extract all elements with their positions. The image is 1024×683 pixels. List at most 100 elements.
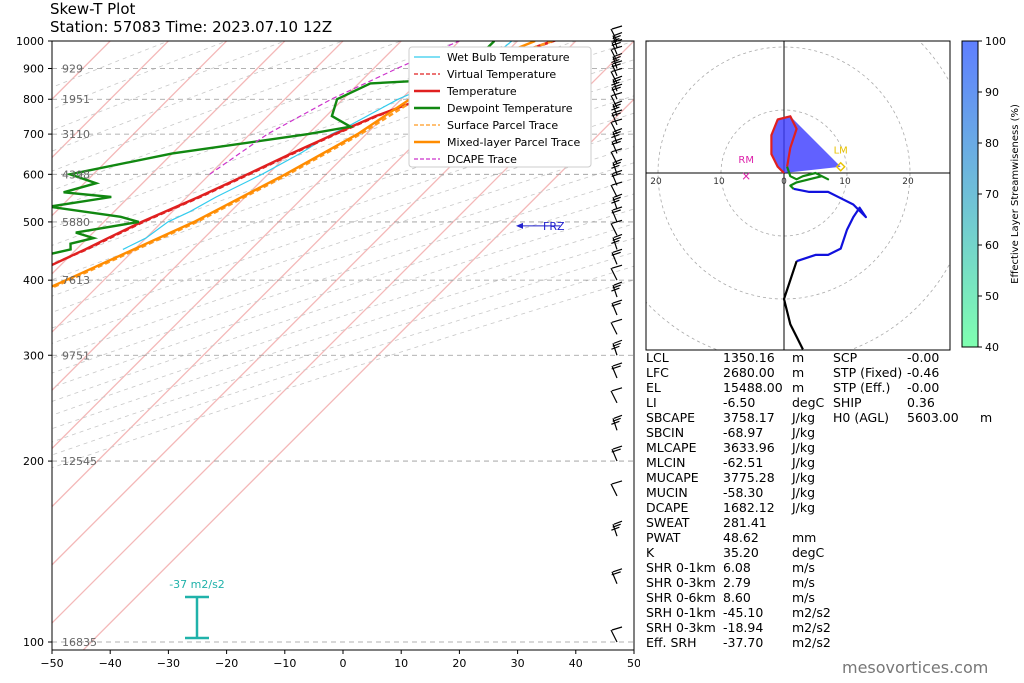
wind-barb xyxy=(610,318,623,335)
param-value: -0.46 xyxy=(907,365,940,380)
legend-label: Temperature xyxy=(446,85,517,98)
param-label: LI xyxy=(646,395,657,410)
param-label: SHR 0-3km xyxy=(646,575,716,590)
colorbar-tick-label: 90 xyxy=(985,86,999,99)
param-unit: m2/s2 xyxy=(792,620,831,635)
y-tick-label: 900 xyxy=(23,63,44,76)
x-tick-label: 0 xyxy=(340,657,347,670)
y-tick-label: 500 xyxy=(23,216,44,229)
colorbar-tick-label: 50 xyxy=(985,290,999,303)
wind-barb xyxy=(611,414,623,431)
wind-barb xyxy=(610,181,623,198)
dry-adiabat xyxy=(52,162,634,359)
series-dewpoint-temperature xyxy=(52,41,496,255)
param-value: 0.36 xyxy=(907,395,935,410)
height-label: 929 xyxy=(62,63,83,76)
wind-barb xyxy=(610,45,623,62)
param-value: 3633.96 xyxy=(723,440,775,455)
param-value: -58.30 xyxy=(723,485,764,500)
wind-barb xyxy=(611,75,623,92)
wind-barb xyxy=(611,193,623,210)
y-tick-label: 400 xyxy=(23,274,44,287)
x-tick-label: −50 xyxy=(40,657,63,670)
wind-barb xyxy=(611,206,623,223)
hodo-trace xyxy=(782,260,804,350)
param-unit: m2/s2 xyxy=(792,635,831,650)
param-value: -68.97 xyxy=(723,425,764,440)
legend-label: Dewpoint Temperature xyxy=(447,102,573,115)
param-value: 281.41 xyxy=(723,515,767,530)
wind-barb xyxy=(611,158,623,175)
hodo-ring-label: 0 xyxy=(781,177,787,187)
isotherm xyxy=(52,41,228,217)
param-value: -62.51 xyxy=(723,455,764,470)
isotherm xyxy=(52,41,170,159)
wind-barb xyxy=(610,387,623,404)
param-label: STP (Fixed) xyxy=(833,365,903,380)
param-unit: m/s xyxy=(792,560,815,575)
y-tick-label: 1000 xyxy=(16,35,44,48)
param-label: EL xyxy=(646,380,661,395)
param-label: SCP xyxy=(833,350,858,365)
param-label: SWEAT xyxy=(646,515,690,530)
param-label: K xyxy=(646,545,655,560)
param-value: 8.60 xyxy=(723,590,751,605)
wind-barb xyxy=(611,281,623,298)
param-label: MLCAPE xyxy=(646,440,697,455)
wind-barb xyxy=(610,91,623,108)
param-unit: J/kg xyxy=(792,500,816,515)
param-label: SHR 0-1km xyxy=(646,560,716,575)
hodograph-frame xyxy=(645,40,951,351)
dry-adiabat xyxy=(52,146,634,344)
colorbar-tick-label: 70 xyxy=(985,188,999,201)
dry-adiabat xyxy=(52,265,634,456)
srh-label: -37 m2/s2 xyxy=(169,578,225,591)
param-unit: J/kg xyxy=(792,440,816,455)
param-label: SHR 0-6km xyxy=(646,590,716,605)
wind-barb xyxy=(610,118,623,135)
param-value: 5603.00 xyxy=(907,410,959,425)
param-label: Eff. SRH xyxy=(646,635,697,650)
hodo-ring-label: 20 xyxy=(650,177,662,187)
x-tick-label: −10 xyxy=(273,657,296,670)
param-value: -37.70 xyxy=(723,635,764,650)
param-label: DCAPE xyxy=(646,500,689,515)
credit-text: mesovortices.com xyxy=(842,658,989,677)
param-label: MUCAPE xyxy=(646,470,699,485)
legend-label: Wet Bulb Temperature xyxy=(447,51,570,64)
param-value: 1350.16 xyxy=(723,350,775,365)
y-tick-label: 800 xyxy=(23,93,44,106)
param-value: 3758.17 xyxy=(723,410,775,425)
skewt-chart: 1683512545975176135880439831101951929100… xyxy=(16,25,640,670)
y-tick-label: 200 xyxy=(23,455,44,468)
hodograph-plot-area xyxy=(646,41,950,350)
wind-barb xyxy=(610,25,623,42)
legend-box xyxy=(408,46,592,168)
colorbar-tick-label: 40 xyxy=(985,341,999,354)
param-value: -6.50 xyxy=(723,395,756,410)
param-label: LFC xyxy=(646,365,669,380)
param-value: -18.94 xyxy=(723,620,764,635)
series-dcape-trace xyxy=(209,41,460,175)
colorbar-label: Effective Layer Streamwiseness (%) xyxy=(1010,104,1021,284)
hodo-ring-label: 10 xyxy=(839,177,851,187)
legend-label: Mixed-layer Parcel Trace xyxy=(447,136,580,149)
dry-adiabat xyxy=(52,41,345,152)
param-label: PWAT xyxy=(646,530,681,545)
colorbar-tick-label: 60 xyxy=(985,239,999,252)
param-value: -0.00 xyxy=(907,350,940,365)
x-tick-label: 30 xyxy=(511,657,525,670)
y-tick-label: 600 xyxy=(23,168,44,181)
wind-barb xyxy=(611,445,623,462)
param-value: 2680.00 xyxy=(723,365,775,380)
param-unit: J/kg xyxy=(792,470,816,485)
wind-barb xyxy=(610,148,623,164)
isotherm xyxy=(52,41,286,275)
rm-marker: × xyxy=(741,169,751,183)
wind-barb xyxy=(610,626,623,643)
chart-title: Skew-T Plot Station: 57083 Time: 2023.07… xyxy=(50,0,332,36)
colorbar-tick-label: 80 xyxy=(985,137,999,150)
param-unit: m xyxy=(792,350,805,365)
